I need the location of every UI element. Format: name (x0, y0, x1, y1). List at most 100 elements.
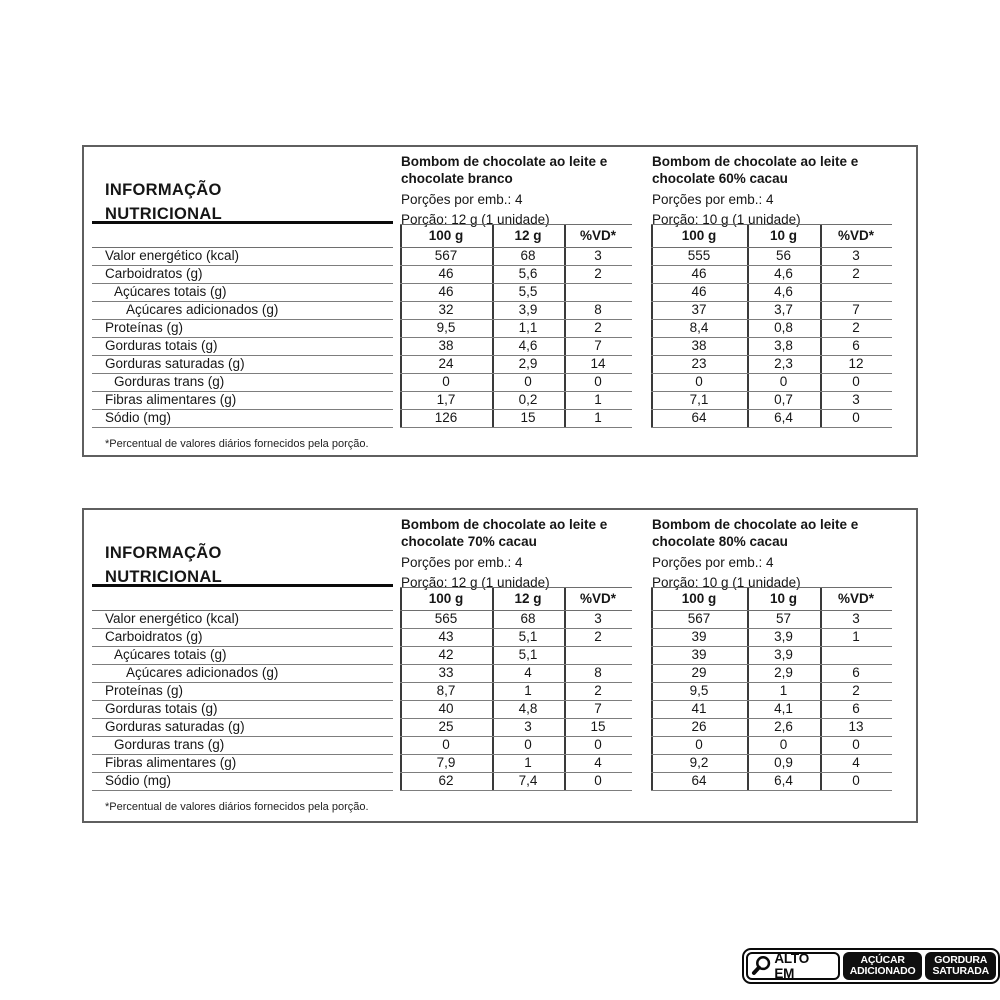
table-row: Proteínas (g) 8,7 1 2 9,5 1 2 (92, 683, 892, 701)
column-header-vd-product1: %VD* (564, 587, 632, 611)
nutrient-label: Fibras alimentares (g) (92, 392, 393, 410)
value-portion-product2: 2,9 (747, 665, 820, 683)
value-100g-product2: 46 (651, 284, 747, 302)
grid-line (492, 224, 494, 428)
value-100g-product2: 0 (651, 737, 747, 755)
value-100g-product1: 33 (400, 665, 492, 683)
value-vd-product2: 0 (820, 374, 892, 392)
value-100g-product2: 41 (651, 701, 747, 719)
grid-line (492, 587, 494, 791)
value-vd-product1: 2 (564, 683, 632, 701)
value-portion-product2: 0 (747, 737, 820, 755)
product-name-line1: Bombom de chocolate ao leite e (652, 517, 859, 532)
value-portion-product1: 3 (492, 719, 564, 737)
value-vd-product2: 6 (820, 338, 892, 356)
column-header-portion-product1: 12 g (492, 224, 564, 248)
column-header-100g-product2: 100 g (651, 224, 747, 248)
value-100g-product1: 43 (400, 629, 492, 647)
value-vd-product1: 2 (564, 266, 632, 284)
value-vd-product2: 3 (820, 611, 892, 629)
value-portion-product1: 68 (492, 611, 564, 629)
value-vd-product2: 3 (820, 248, 892, 266)
servings-per-pack: Porções por emb.: 4 (652, 555, 774, 570)
nutrition-grid: 100 g 12 g %VD* 100 g 10 g %VD* Valor en… (92, 224, 892, 428)
value-100g-product1: 9,5 (400, 320, 492, 338)
value-100g-product2: 38 (651, 338, 747, 356)
value-100g-product1: 32 (400, 302, 492, 320)
title-underline (92, 584, 393, 587)
saturated-fat-badge: GORDURA SATURADA (925, 952, 996, 980)
value-portion-product1: 4,8 (492, 701, 564, 719)
value-100g-product2: 555 (651, 248, 747, 266)
table-row: Gorduras trans (g) 0 0 0 0 0 0 (92, 737, 892, 755)
value-portion-product1: 0 (492, 737, 564, 755)
value-portion-product2: 0,8 (747, 320, 820, 338)
value-portion-product2: 2,6 (747, 719, 820, 737)
table-title-line2: NUTRICIONAL (105, 205, 222, 223)
column-header-row: 100 g 12 g %VD* 100 g 10 g %VD* (92, 587, 892, 611)
value-100g-product2: 64 (651, 410, 747, 428)
table-row: Gorduras trans (g) 0 0 0 0 0 0 (92, 374, 892, 392)
value-vd-product2: 7 (820, 302, 892, 320)
table-row: Carboidratos (g) 43 5,1 2 39 3,9 1 (92, 629, 892, 647)
title-underline (92, 221, 393, 224)
value-vd-product1: 7 (564, 701, 632, 719)
value-portion-product1: 0 (492, 374, 564, 392)
value-vd-product1: 1 (564, 392, 632, 410)
nutrient-label: Sódio (mg) (92, 410, 393, 428)
value-vd-product2: 2 (820, 266, 892, 284)
table-title-line2: NUTRICIONAL (105, 568, 222, 586)
grid-line (747, 587, 749, 791)
nutrient-label: Sódio (mg) (92, 773, 393, 791)
value-portion-product1: 5,6 (492, 266, 564, 284)
value-vd-product2: 2 (820, 683, 892, 701)
value-vd-product2: 13 (820, 719, 892, 737)
value-portion-product1: 4 (492, 665, 564, 683)
value-100g-product1: 38 (400, 338, 492, 356)
value-portion-product1: 7,4 (492, 773, 564, 791)
table-row: Açúcares adicionados (g) 32 3,9 8 37 3,7… (92, 302, 892, 320)
value-portion-product1: 1 (492, 683, 564, 701)
table-row: Açúcares totais (g) 46 5,5 46 4,6 (92, 284, 892, 302)
value-100g-product2: 0 (651, 374, 747, 392)
table-title-line1: INFORMAÇÃO (105, 544, 222, 562)
servings-per-pack: Porções por emb.: 4 (401, 555, 523, 570)
value-vd-product2: 6 (820, 665, 892, 683)
value-portion-product2: 3,9 (747, 647, 820, 665)
value-vd-product1 (564, 284, 632, 302)
portion-size: Porção: 12 g (1 unidade) (401, 575, 550, 590)
value-portion-product1: 2,9 (492, 356, 564, 374)
magnifier-icon (751, 955, 771, 975)
badge-line1: AÇÚCAR (860, 954, 905, 966)
nutrient-label: Fibras alimentares (g) (92, 755, 393, 773)
table-row: Valor energético (kcal) 565 68 3 567 57 … (92, 611, 892, 629)
warning-seal: ALTO EM AÇÚCAR ADICIONADO GORDURA SATURA… (742, 948, 1000, 984)
nutrient-label: Açúcares adicionados (g) (92, 665, 393, 683)
portion-size: Porção: 10 g (1 unidade) (652, 575, 801, 590)
value-vd-product1: 2 (564, 629, 632, 647)
nutrient-label: Proteínas (g) (92, 683, 393, 701)
value-100g-product1: 1,7 (400, 392, 492, 410)
value-portion-product2: 4,1 (747, 701, 820, 719)
column-header-vd-product2: %VD* (820, 587, 892, 611)
value-portion-product2: 0,9 (747, 755, 820, 773)
product-1-header: Bombom de chocolate ao leite e chocolate… (401, 516, 641, 591)
grid-line (820, 587, 822, 791)
nutrient-label: Açúcares totais (g) (92, 284, 393, 302)
product-1-header: Bombom de chocolate ao leite e chocolate… (401, 153, 641, 228)
value-100g-product1: 565 (400, 611, 492, 629)
table-row: Sódio (mg) 126 15 1 64 6,4 0 (92, 410, 892, 428)
value-portion-product2: 57 (747, 611, 820, 629)
nutrient-label: Carboidratos (g) (92, 629, 393, 647)
rows-body: Valor energético (kcal) 565 68 3 567 57 … (92, 611, 892, 791)
value-portion-product2: 2,3 (747, 356, 820, 374)
label-column-header (92, 224, 393, 248)
portion-size: Porção: 12 g (1 unidade) (401, 212, 550, 227)
value-100g-product2: 7,1 (651, 392, 747, 410)
badge-line2: ADICIONADO (849, 965, 916, 977)
value-100g-product1: 0 (400, 737, 492, 755)
alto-em-badge: ALTO EM (746, 951, 840, 981)
product-name-line2: chocolate 70% cacau (401, 534, 537, 549)
value-vd-product2: 12 (820, 356, 892, 374)
nutrient-label: Proteínas (g) (92, 320, 393, 338)
